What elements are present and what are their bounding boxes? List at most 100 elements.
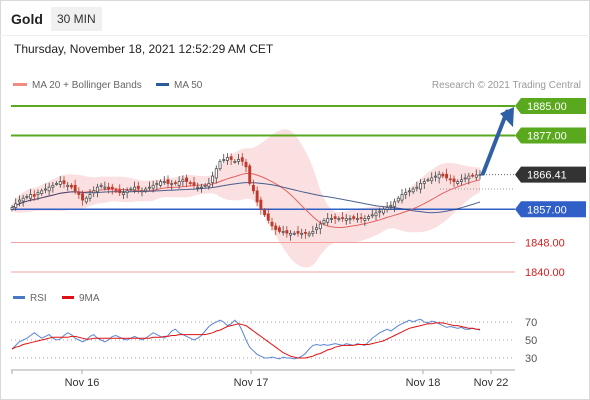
candle-body [441,173,445,177]
candle-body [248,165,252,184]
candle-body [110,186,114,190]
candle-body [407,190,411,193]
candle-body [344,218,348,221]
candle-body [422,181,426,184]
forecast-arrow-head [500,107,514,128]
candle-body [393,201,397,207]
candle-body [452,178,456,182]
candle-body [433,175,437,178]
candle-body [363,218,367,221]
level-label-1840.00: 1840.00 [525,267,565,279]
x-tick-label: Nov 16 [65,377,100,389]
candle-body [411,188,415,193]
candle-body [17,199,21,203]
candle-body [277,227,281,232]
candle-body [222,159,226,161]
rsi-tick-70: 70 [525,317,537,329]
level-box-1885.00 [515,98,586,114]
candle-body [99,184,103,187]
instrument-title: Gold [11,11,43,27]
candle-body [333,216,337,219]
bollinger-band-area [12,129,480,268]
candle-body [396,197,400,202]
candlesticks [10,153,482,241]
candle-body [144,188,148,192]
report-datetime: Thursday, November 18, 2021 12:52:29 AM … [14,42,274,56]
candle-body [88,194,92,199]
candle-body [29,194,33,199]
level-label-1877.00: 1877.00 [527,131,567,143]
candle-body [374,212,378,217]
candle-body [359,217,363,219]
candle-body [389,205,393,207]
candle-body [10,207,14,210]
candle-body [207,183,211,187]
rsi-line [11,318,481,360]
candle-body [229,156,233,160]
x-axis: Nov 16 Nov 17 Nov 18 Nov 22 [11,369,515,389]
candle-body [329,218,333,220]
candle-body [133,186,137,191]
legend-rsi-ma-label: 9MA [79,293,100,304]
source-credit: Research © 2021 Trading Central [431,80,581,91]
candle-body [326,218,330,223]
candle-body [203,184,207,187]
candle-body [92,190,96,194]
candle-body [32,194,36,197]
candle-body [58,181,62,185]
candle-body [456,181,460,184]
candle-body [385,207,389,210]
level-box-1877.00 [515,127,586,144]
candle-body [459,179,463,182]
key-levels [11,105,515,273]
legend-ma50-label: MA 50 [174,80,203,91]
timeframe-selector[interactable]: 30 MIN [51,7,102,31]
candle-body [21,197,25,202]
candle-body [129,188,133,191]
candle-body [404,192,408,195]
candle-body [77,191,81,195]
candle-body [25,196,29,198]
candle-body [14,203,18,208]
candle-body [259,199,263,210]
candle-body [214,168,218,179]
legend-rsi-ma: 9MA [62,293,100,305]
candle-body [281,231,285,233]
x-tick-label: Nov 18 [406,377,441,389]
candle-body [307,232,311,236]
candle-body [151,184,155,189]
candle-body [225,157,229,161]
rsi-ma-line [11,322,480,359]
candle-body [199,186,203,189]
candle-body [103,186,107,189]
candle-body [81,193,85,201]
candle-body [445,173,449,179]
candle-body [370,214,374,217]
candle-body [274,225,278,230]
legend-ma20: MA 20 + Bollinger Bands [13,80,142,92]
rsi-tick-50: 50 [525,335,537,347]
candle-body [185,177,189,182]
candle-body [471,174,475,177]
candle-body [218,160,222,170]
candle-body [263,209,267,216]
candle-body [474,174,478,178]
candle-body [318,223,322,230]
candle-body [251,184,255,192]
current-price-box [515,166,586,183]
candle-body [341,217,345,219]
candle-body [463,177,467,180]
candle-body [162,181,166,183]
candle-body [419,183,423,190]
rsi-tick-30: 30 [525,353,537,365]
candle-body [155,183,159,185]
level-label-1885.00: 1885.00 [527,101,567,113]
candle-body [147,186,151,189]
legend-ma50: MA 50 [156,80,202,92]
candle-body [355,218,359,220]
legend-rsi-label: RSI [30,293,47,304]
candle-body [322,220,326,224]
candle-body [43,188,47,191]
candle-body [62,180,66,184]
